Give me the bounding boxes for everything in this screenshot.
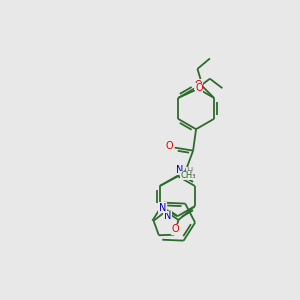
- Text: O: O: [166, 141, 173, 152]
- Text: O: O: [171, 224, 179, 234]
- Text: N: N: [164, 211, 171, 221]
- Text: O: O: [194, 80, 202, 90]
- Text: H: H: [186, 167, 192, 176]
- Text: N: N: [176, 165, 183, 175]
- Text: O: O: [195, 83, 203, 94]
- Text: N: N: [159, 203, 166, 213]
- Text: CH₃: CH₃: [180, 171, 196, 180]
